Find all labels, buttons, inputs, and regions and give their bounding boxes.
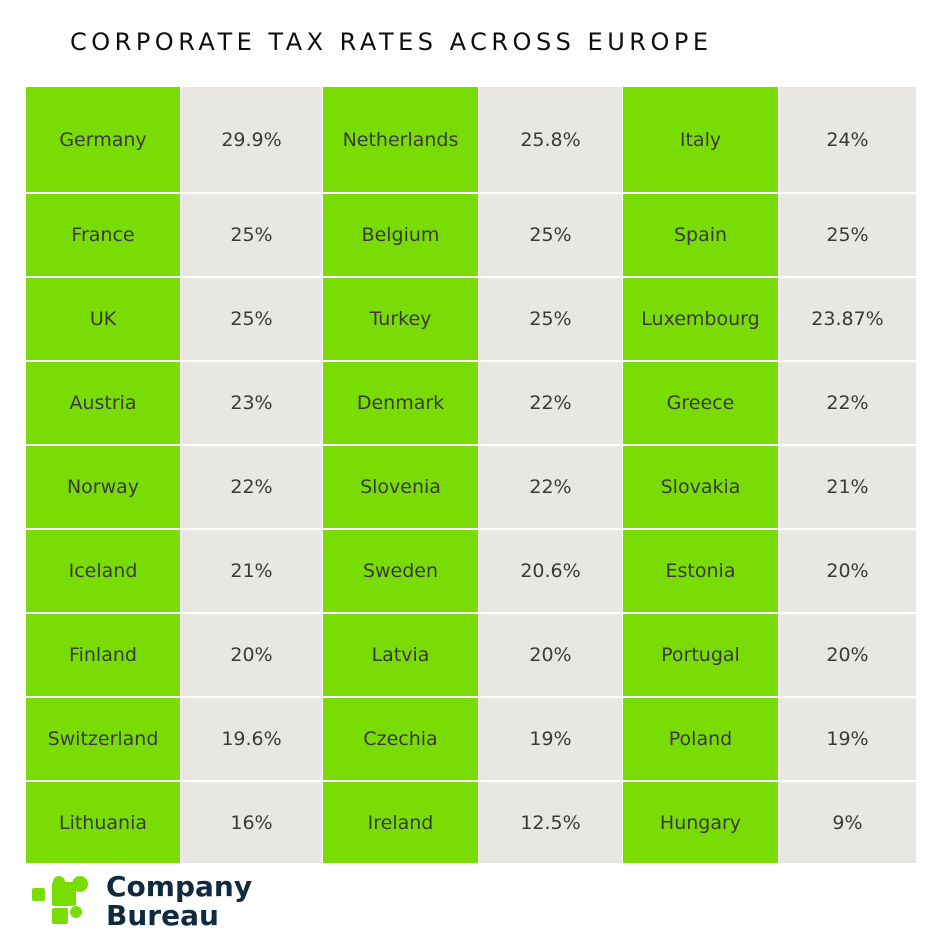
country-cell: Portugal [623,614,778,696]
brand-name-line1: Company [106,870,253,903]
country-cell: Denmark [323,362,478,444]
country-cell: Norway [26,446,180,528]
tax-rate-cell: 25% [181,194,322,276]
tax-rate-cell: 20% [779,530,916,612]
country-cell: Belgium [323,194,478,276]
brand-name-line2: Bureau [106,899,219,932]
country-cell: Czechia [323,698,478,780]
tax-rate-cell: 23% [181,362,322,444]
tax-rate-cell: 29.9% [181,87,322,192]
country-cell: Estonia [623,530,778,612]
country-cell: Luxembourg [623,278,778,360]
country-cell: Turkey [323,278,478,360]
tax-rate-cell: 25% [181,278,322,360]
tax-rate-cell: 19.6% [181,698,322,780]
tax-rate-cell: 22% [181,446,322,528]
tax-rate-cell: 9% [779,782,916,863]
tax-rate-cell: 21% [181,530,322,612]
country-cell: Spain [623,194,778,276]
tax-rate-cell: 25% [479,278,622,360]
tax-rate-cell: 22% [479,446,622,528]
country-cell: Germany [26,87,180,192]
tax-rate-cell: 16% [181,782,322,863]
country-cell: France [26,194,180,276]
brand-name: Company Bureau [106,872,252,930]
country-cell: Italy [623,87,778,192]
tax-rate-cell: 25% [479,194,622,276]
brand-logo: Company Bureau [32,872,252,930]
country-cell: Slovakia [623,446,778,528]
tax-rate-cell: 22% [479,362,622,444]
country-cell: Poland [623,698,778,780]
tax-rate-cell: 20% [181,614,322,696]
country-cell: Hungary [623,782,778,863]
country-cell: UK [26,278,180,360]
tax-rate-cell: 19% [779,698,916,780]
tax-rate-cell: 21% [779,446,916,528]
tax-rate-cell: 23.87% [779,278,916,360]
country-cell: Switzerland [26,698,180,780]
country-cell: Netherlands [323,87,478,192]
country-cell: Slovenia [323,446,478,528]
tax-rate-cell: 20% [479,614,622,696]
page-title: CORPORATE TAX RATES ACROSS EUROPE [70,28,713,56]
tax-rate-cell: 25.8% [479,87,622,192]
country-cell: Sweden [323,530,478,612]
tax-rate-cell: 24% [779,87,916,192]
tax-rate-table: Germany 29.9% Netherlands 25.8% Italy 24% Fran… [26,87,916,863]
tax-rate-cell: 20.6% [479,530,622,612]
country-cell: Iceland [26,530,180,612]
tax-rate-cell: 22% [779,362,916,444]
country-cell: Finland [26,614,180,696]
tax-rate-cell: 20% [779,614,916,696]
tax-rate-cell: 12.5% [479,782,622,863]
country-cell: Ireland [323,782,478,863]
country-cell: Latvia [323,614,478,696]
country-cell: Greece [623,362,778,444]
tax-rate-cell: 19% [479,698,622,780]
puzzle-piece-icon [32,876,88,924]
tax-rate-cell: 25% [779,194,916,276]
country-cell: Lithuania [26,782,180,863]
country-cell: Austria [26,362,180,444]
